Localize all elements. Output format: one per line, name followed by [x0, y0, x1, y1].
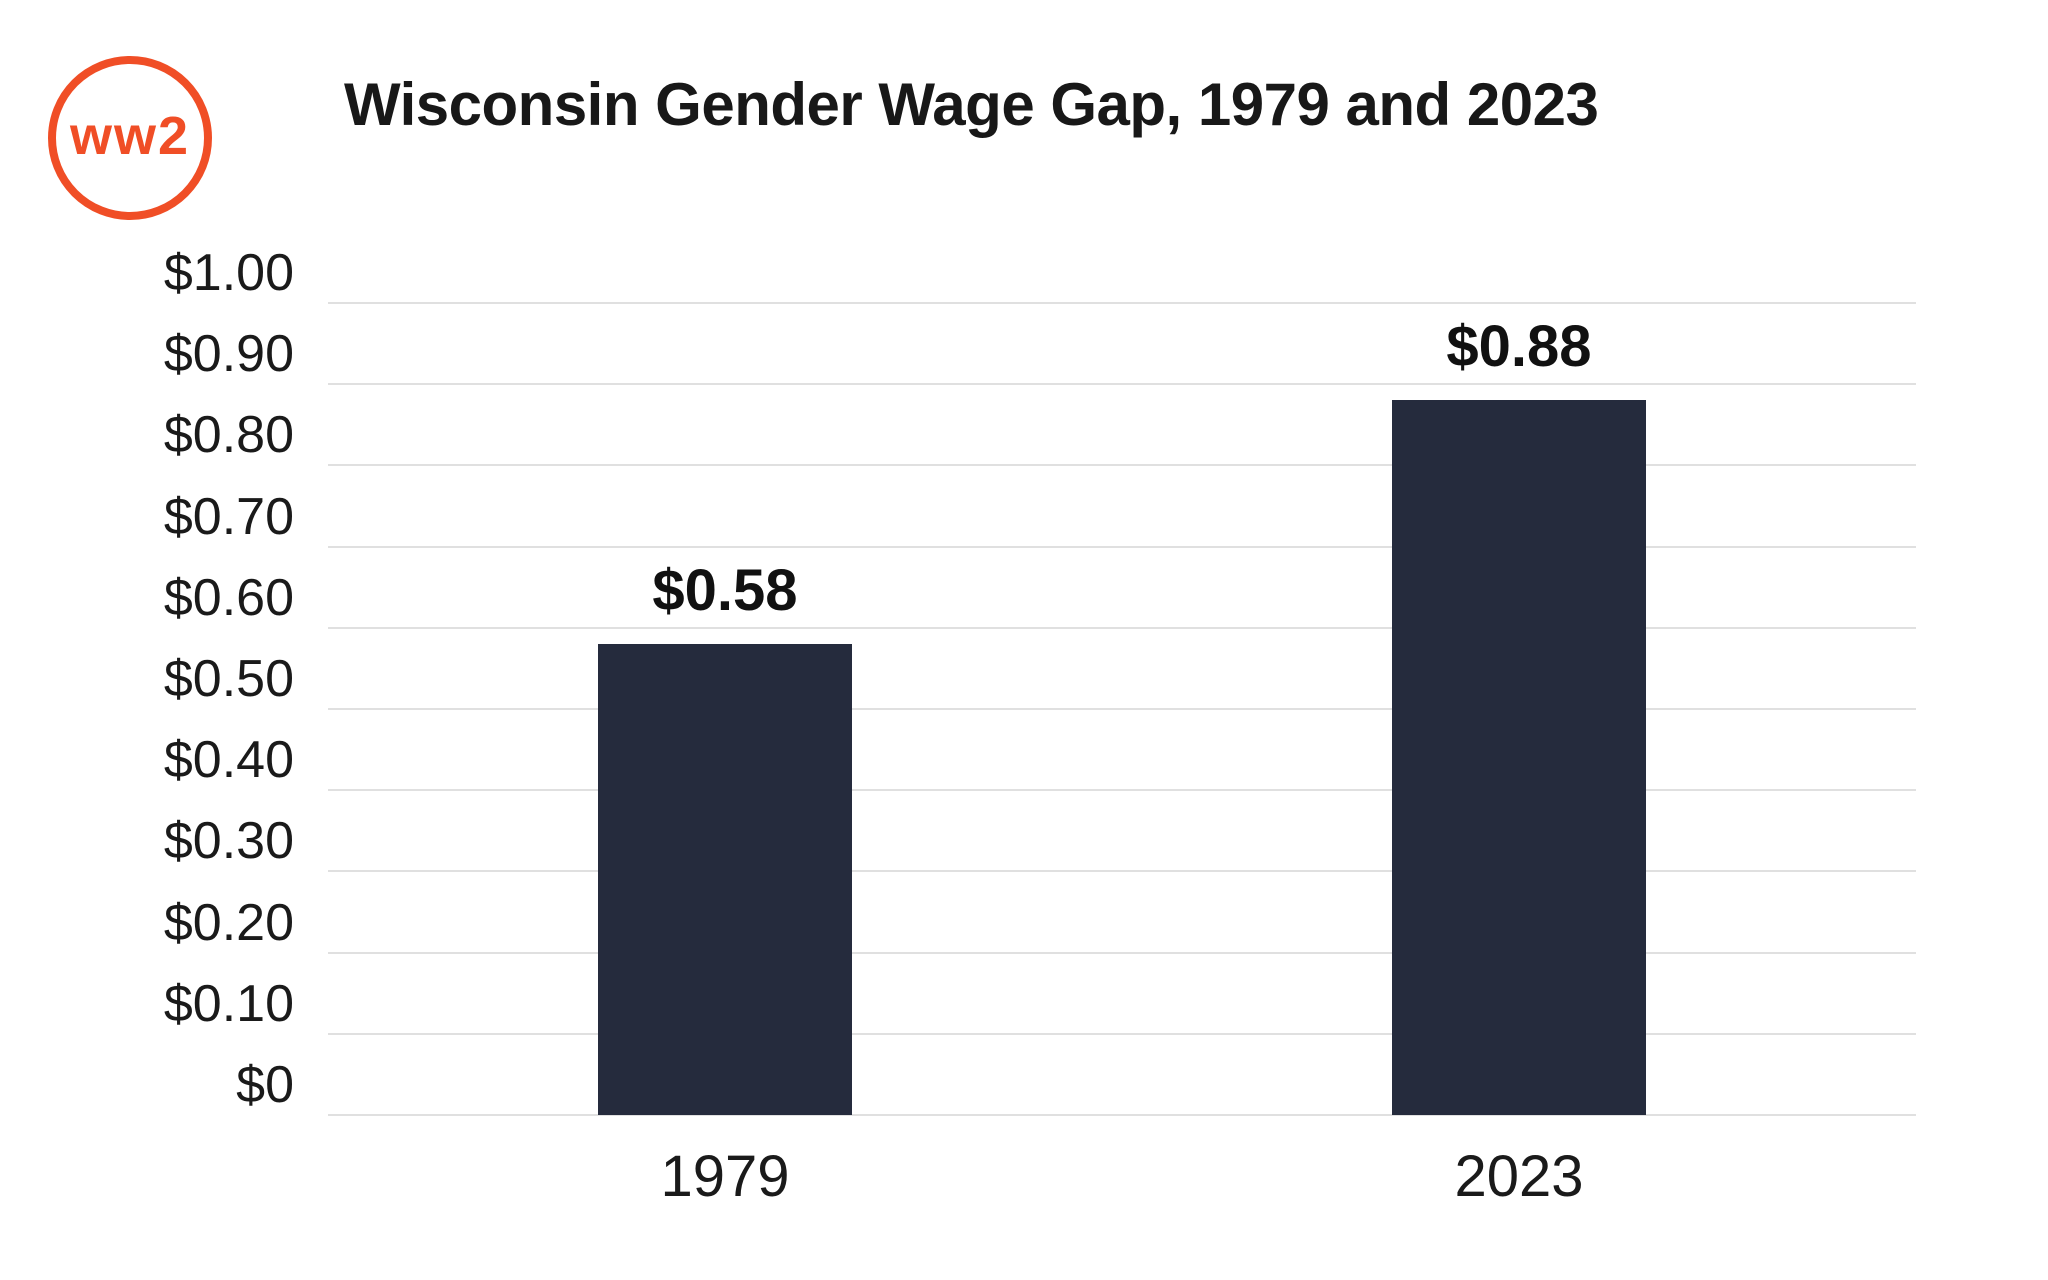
y-tick-label: $0.30 — [163, 812, 294, 871]
y-tick-label: $0.20 — [163, 893, 294, 952]
y-tick-label: $0.50 — [163, 650, 294, 708]
bar-value-label: $0.58 — [652, 558, 798, 623]
bar-2023 — [1392, 400, 1646, 1115]
gridline — [328, 951, 1916, 954]
brand-logo: ww2 — [48, 56, 212, 220]
gridline — [328, 383, 1916, 386]
gridline — [328, 870, 1916, 873]
bar-1979 — [598, 644, 852, 1115]
gridline — [328, 1032, 1916, 1035]
y-tick-label: $0.10 — [163, 974, 294, 1033]
bar-value-label: $0.88 — [1446, 314, 1592, 379]
gridline — [328, 789, 1916, 792]
gridline — [328, 302, 1916, 304]
gridline — [328, 545, 1916, 548]
plot-area: $0.58 $0.88 — [328, 302, 1916, 1116]
chart-title: Wisconsin Gender Wage Gap, 1979 and 2023 — [344, 71, 1599, 138]
gridline — [328, 626, 1916, 629]
y-tick-label: $1.00 — [163, 244, 294, 302]
x-tick-label: 1979 — [660, 1144, 790, 1209]
y-tick-label: $0.40 — [163, 731, 294, 790]
gridline — [328, 1114, 1916, 1116]
y-tick-label: $0 — [236, 1056, 294, 1114]
gridline — [328, 708, 1916, 710]
y-tick-label: $0.60 — [163, 568, 294, 627]
y-tick-label: $0.70 — [163, 487, 294, 546]
x-tick-label: 2023 — [1454, 1144, 1584, 1209]
y-axis: $0 $0.10 $0.20 $0.30 $0.40 $0.50 $0.60 $0.70 $0.… — [0, 247, 310, 1115]
y-tick-label: $0.90 — [163, 325, 294, 384]
y-tick-label: $0.80 — [163, 406, 294, 465]
gridline — [328, 464, 1916, 467]
x-axis: 1979 2023 — [328, 1142, 1916, 1232]
brand-logo-text: ww2 — [69, 106, 191, 166]
